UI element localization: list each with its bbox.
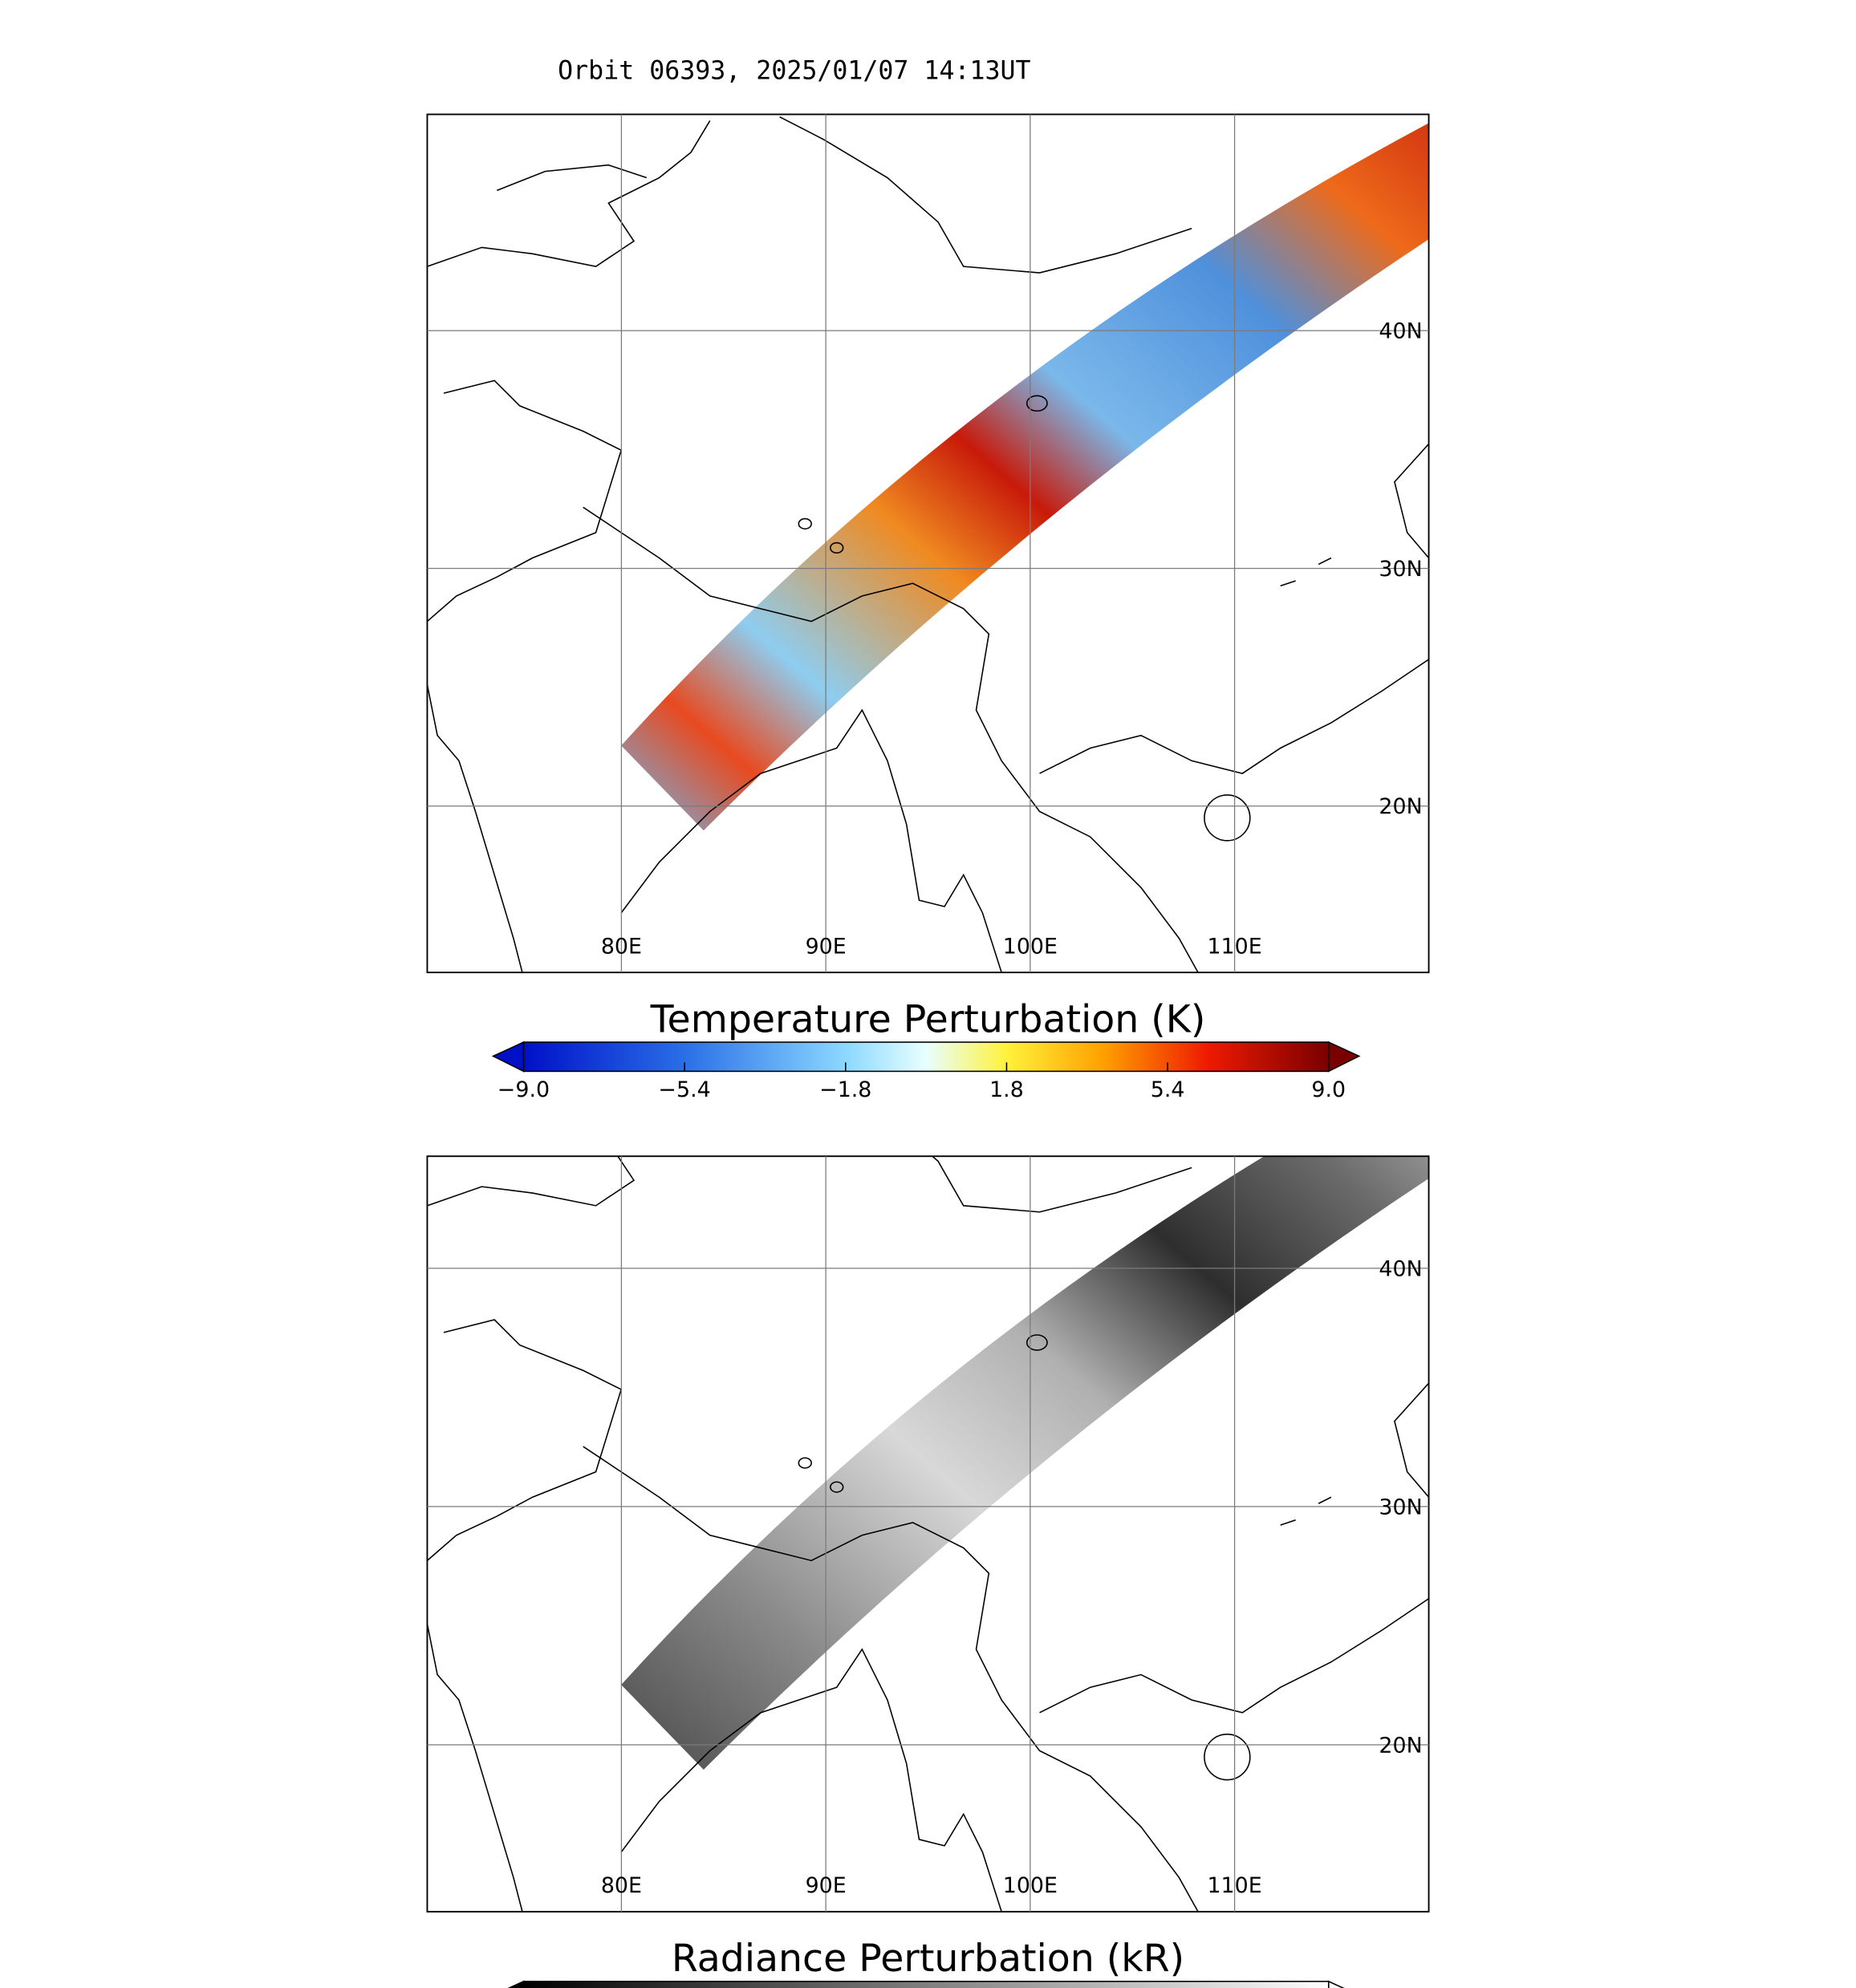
- lat-label: 40N: [1379, 1256, 1422, 1281]
- colorbar: [522, 1041, 1330, 1073]
- lon-label: 100E: [1003, 1873, 1058, 1898]
- colorbar-title: Radiance Perturbation (kR): [672, 1937, 1184, 1981]
- lat-label: 30N: [1379, 557, 1422, 582]
- colorbar-title: Temperature Perturbation (K): [650, 997, 1206, 1041]
- panel-1-map: [427, 1156, 1429, 1912]
- colorbar-under-arrow: [507, 1980, 525, 1988]
- temperature-swath: [621, 123, 1429, 831]
- lon-label: 100E: [1003, 934, 1058, 959]
- lat-label: 20N: [1379, 1733, 1422, 1758]
- lon-label: 80E: [601, 934, 642, 959]
- colorbar-over-arrow: [1327, 1041, 1361, 1073]
- colorbar-tick-label: 5.4: [1151, 1077, 1185, 1102]
- colorbar-over-arrow: [1327, 1980, 1345, 1988]
- colorbar-tick-label: −1.8: [819, 1077, 871, 1102]
- colorbar-under-arrow: [491, 1041, 525, 1073]
- figure-title: Orbit 06393, 2025/01/07 14:13UT: [558, 56, 1030, 85]
- lat-label: 20N: [1379, 794, 1422, 819]
- lon-label: 80E: [601, 1873, 642, 1898]
- colorbar-tick-label: 1.8: [989, 1077, 1024, 1102]
- lon-label: 90E: [806, 1873, 847, 1898]
- panel-0-map: [427, 116, 1429, 973]
- panel-frame: [426, 1155, 1430, 1913]
- panel-frame: [426, 113, 1430, 974]
- lon-label: 110E: [1207, 1873, 1261, 1898]
- colorbar-tick-label: 9.0: [1311, 1077, 1346, 1102]
- radiance-swath: [621, 1156, 1429, 1770]
- colorbar: [522, 1980, 1330, 1988]
- lat-label: 30N: [1379, 1495, 1422, 1519]
- colorbar-tick-label: −9.0: [498, 1077, 550, 1102]
- lat-label: 40N: [1379, 319, 1422, 344]
- colorbar-tick-label: −5.4: [659, 1077, 711, 1102]
- lon-label: 90E: [806, 934, 847, 959]
- lon-label: 110E: [1207, 934, 1261, 959]
